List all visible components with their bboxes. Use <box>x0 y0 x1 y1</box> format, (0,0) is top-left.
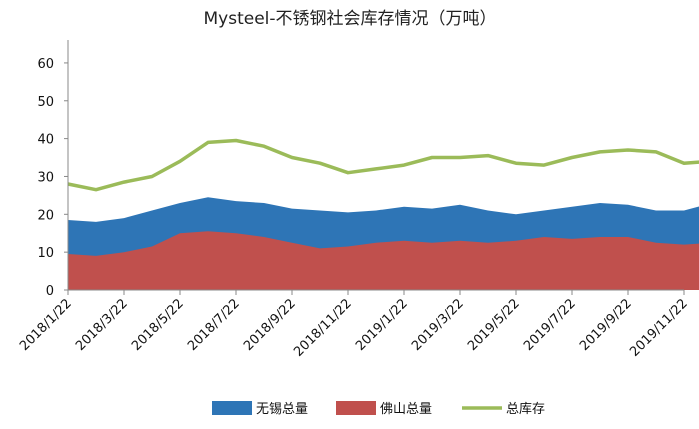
legend: 无锡总量 佛山总量 总库存 <box>212 401 545 417</box>
x-tick-label-10: 2019/9/22 <box>577 296 635 354</box>
y-tick-label-3: 30 <box>37 170 54 185</box>
x-tick-label-11: 2019/11/22 <box>627 296 691 360</box>
legend-swatch-1 <box>212 401 252 415</box>
series-line-2 <box>67 138 699 192</box>
x-tick-label-9: 2019/7/22 <box>521 296 579 354</box>
x-tick-label-3: 2018/7/22 <box>185 296 243 354</box>
x-tick-label-2: 2018/5/22 <box>129 296 187 354</box>
y-tick-label-0: 0 <box>46 284 54 299</box>
legend-swatch-0 <box>336 401 376 415</box>
y-tick-label-5: 50 <box>37 95 54 110</box>
axes: 0 10 20 30 40 50 60 2018/1/222018/3/222018/5/22… <box>17 40 691 360</box>
y-tick-label-2: 20 <box>37 208 54 223</box>
y-tick-label-6: 60 <box>37 57 54 72</box>
legend-label-2: 总库存 <box>506 401 545 417</box>
x-tick-label-4: 2018/9/22 <box>241 296 299 354</box>
x-tick-label-6: 2019/1/22 <box>353 296 411 354</box>
legend-label-1: 无锡总量 <box>256 402 308 417</box>
y-tick-label-1: 10 <box>37 246 54 261</box>
x-tick-label-0: 2018/1/22 <box>17 296 75 354</box>
plot-area <box>67 138 699 290</box>
x-tick-label-8: 2019/5/22 <box>465 296 523 354</box>
series-area-0 <box>68 231 699 290</box>
x-tick-label-5: 2018/11/22 <box>291 296 355 360</box>
x-tick-label-7: 2019/3/22 <box>409 296 467 354</box>
y-tick-label-4: 40 <box>37 133 54 148</box>
x-tick-label-1: 2018/3/22 <box>73 296 131 354</box>
legend-label-0: 佛山总量 <box>380 402 432 417</box>
chart-title: Mysteel-不锈钢社会库存情况（万吨） <box>203 9 496 29</box>
